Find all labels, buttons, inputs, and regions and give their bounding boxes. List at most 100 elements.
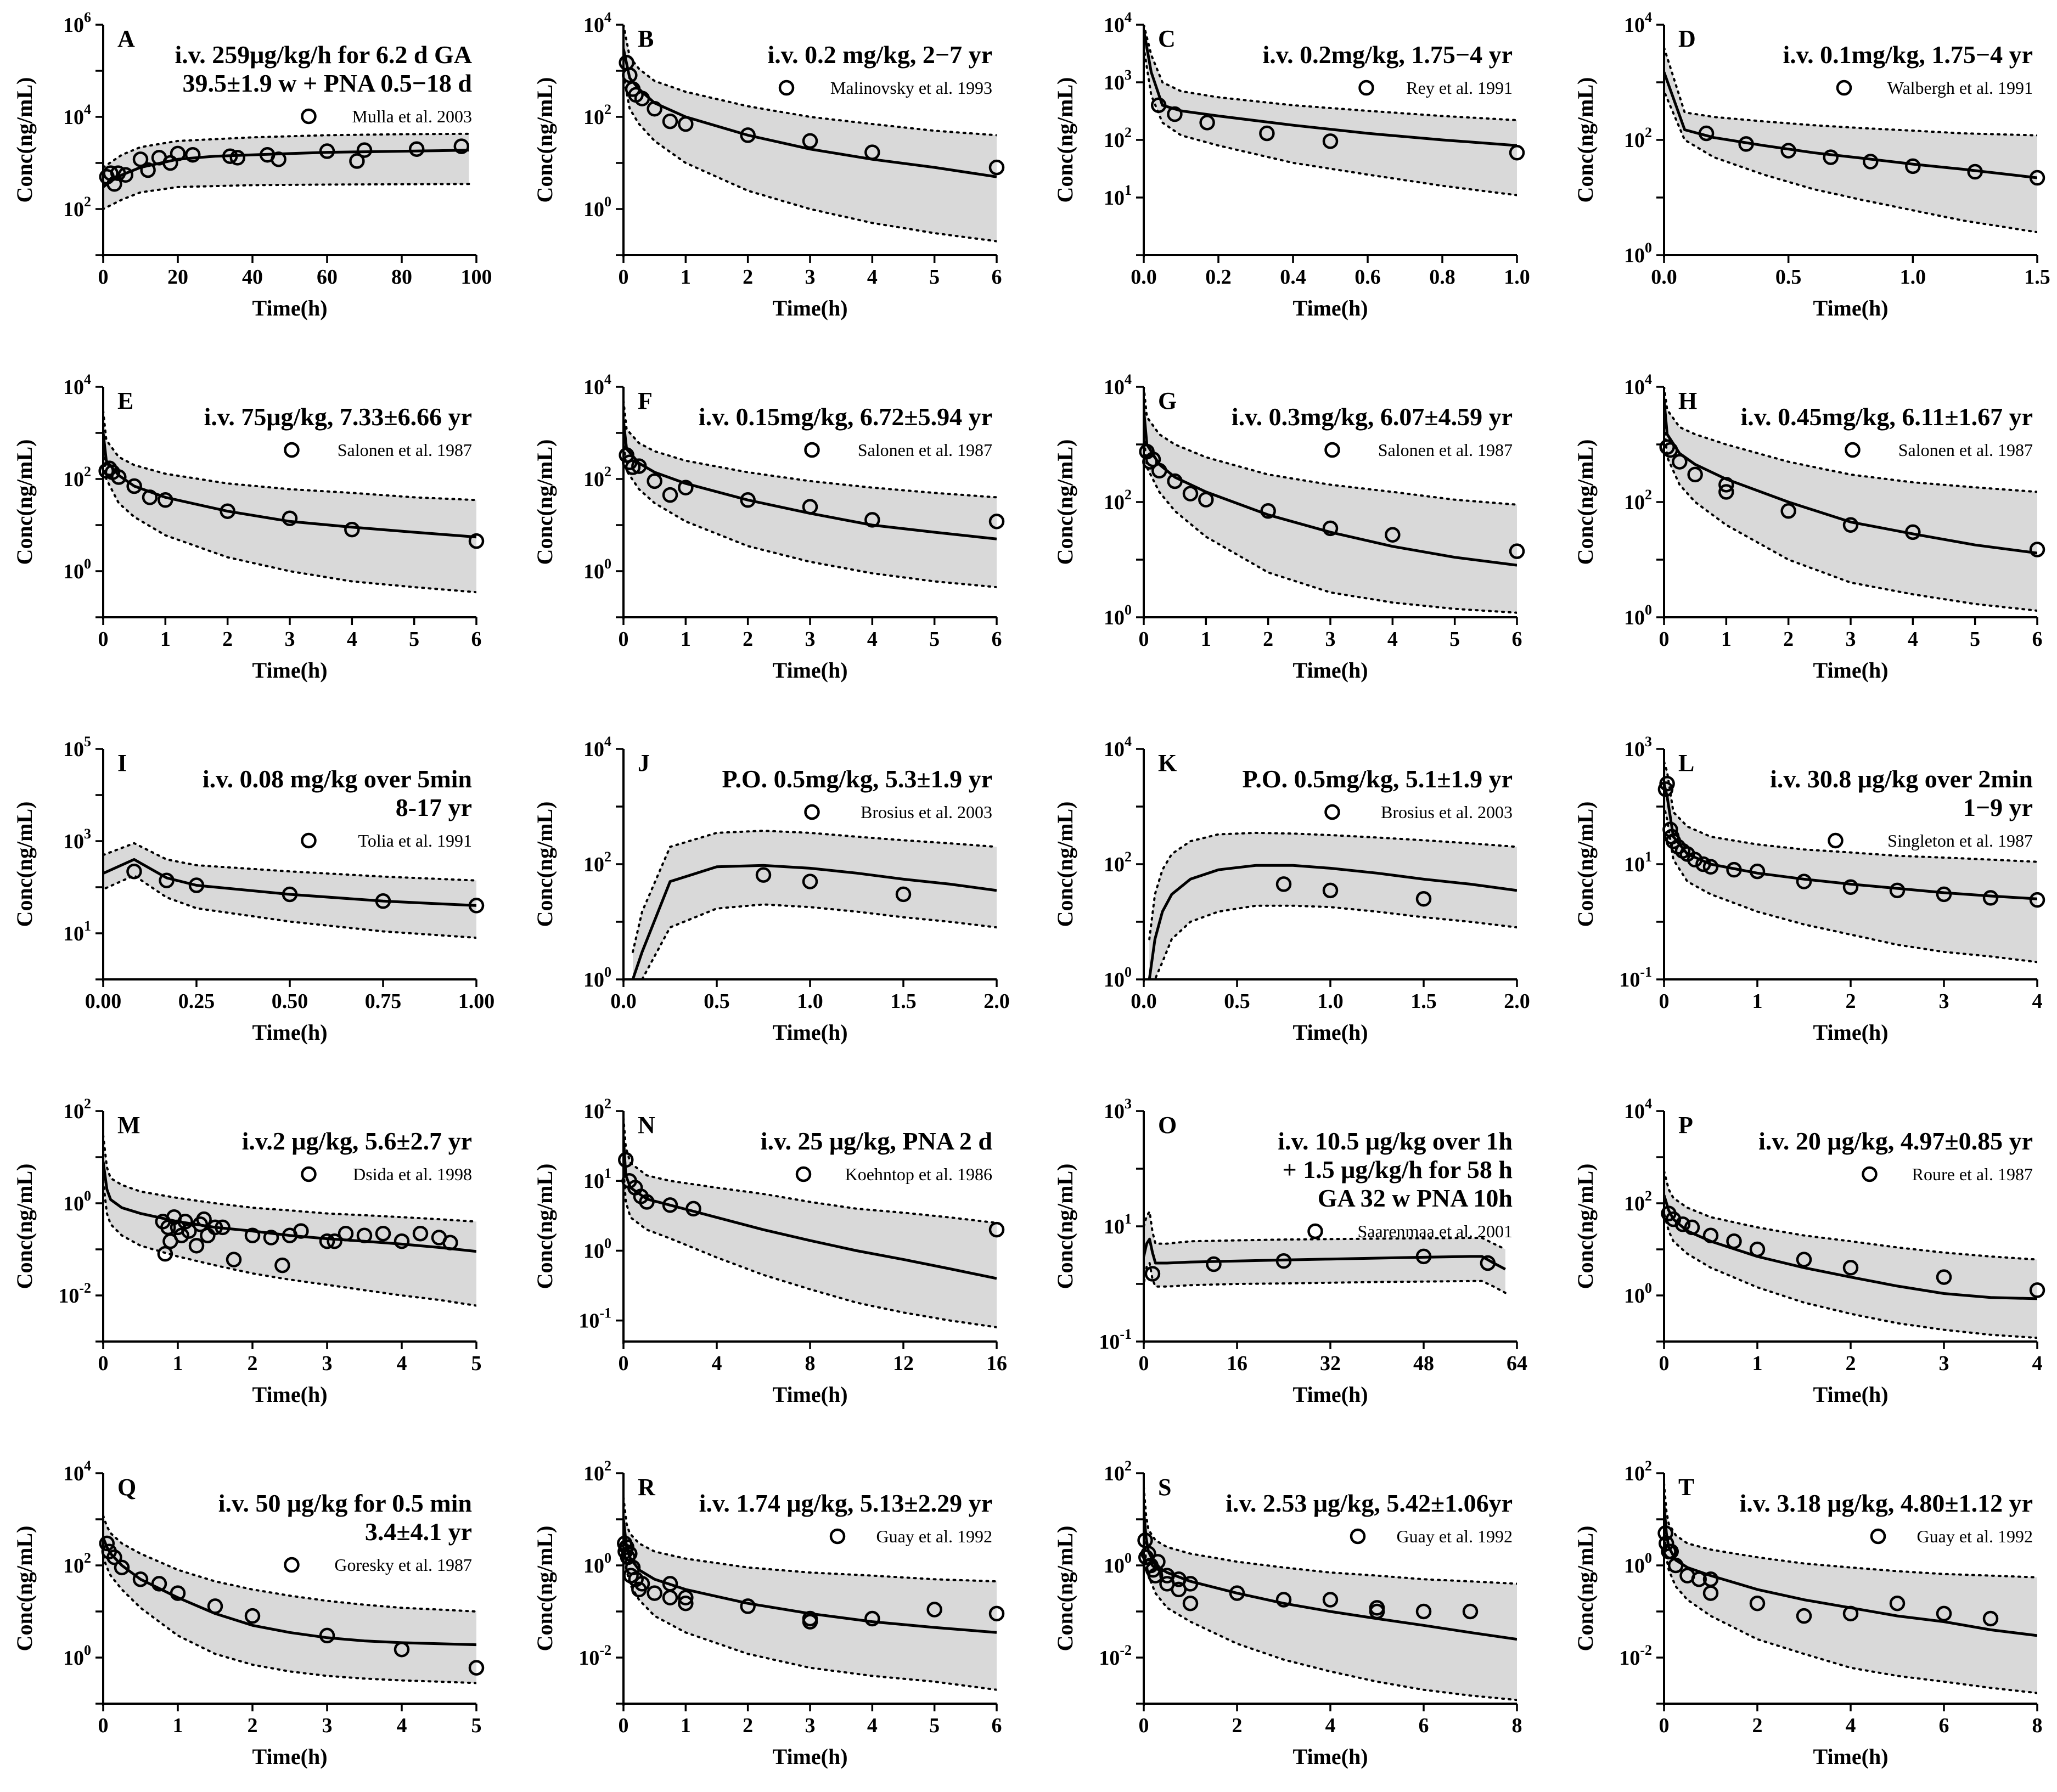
panel-subtitle: i.v. 0.45mg/kg, 6.11±1.67 yr	[1740, 403, 2033, 431]
y-tick-label: 101	[1104, 1211, 1132, 1238]
legend-marker	[804, 442, 820, 458]
observed-point	[802, 133, 818, 149]
y-tick-label: 101	[1104, 182, 1132, 210]
x-tick-label: 0	[1139, 628, 1149, 651]
prediction-band	[633, 831, 997, 979]
prediction-band	[1149, 832, 1517, 979]
observed-point	[1842, 1605, 1859, 1622]
observed-point	[1749, 863, 1766, 880]
prediction-band	[1144, 1211, 1505, 1293]
x-tick-label: 2.0	[1504, 990, 1530, 1013]
lower-percentile-line	[1664, 90, 2037, 234]
panel-subtitle: i.v. 25 μg/kg, PNA 2 d	[761, 1127, 993, 1155]
observed-point	[442, 1235, 458, 1250]
y-tick-exponent: 1	[1125, 182, 1132, 198]
x-tick-label: 3	[322, 1714, 333, 1737]
y-axis-title: Conc(ng/mL)	[1053, 802, 1077, 927]
y-tick-label: 100	[63, 1188, 91, 1215]
y-tick-exponent: -2	[1120, 1642, 1132, 1658]
y-tick-label: 104	[63, 1458, 91, 1485]
median-prediction-line	[1664, 71, 2037, 179]
observed-point	[639, 1194, 655, 1210]
panel-subtitle: GA 32 w PNA 10h	[1318, 1184, 1513, 1212]
legend-marker	[301, 108, 317, 125]
y-tick-label: 102	[63, 464, 91, 491]
panel-subtitle: 8-17 yr	[396, 793, 472, 821]
y-tick-exponent: 0	[604, 1235, 611, 1251]
x-tick-label: 5	[929, 266, 940, 289]
panel-letter: L	[1678, 750, 1694, 776]
observed-point	[1726, 1233, 1742, 1249]
y-axis-title: Conc(ng/mL)	[12, 1164, 37, 1289]
observed-point	[220, 503, 235, 519]
y-tick-label: 10-2	[1099, 1642, 1132, 1670]
observed-point	[170, 145, 186, 162]
x-tick-label: 5	[929, 1714, 940, 1737]
legend-label: Rey et al. 1991	[1406, 78, 1513, 98]
upper-percentile-line	[1664, 1170, 2037, 1261]
observed-point	[647, 100, 662, 117]
observed-point	[1659, 1535, 1674, 1552]
observed-point	[1150, 97, 1167, 114]
observed-point	[1150, 1554, 1166, 1570]
x-tick-label: 0	[619, 266, 629, 289]
legend-marker	[301, 1166, 317, 1182]
legend-label: Guay et al. 1992	[1397, 1526, 1513, 1546]
x-tick-label: 3	[1939, 1352, 1949, 1375]
observed-point	[619, 447, 634, 463]
x-tick-label: 0	[619, 628, 629, 651]
observed-point	[1322, 1592, 1339, 1608]
x-tick-label: 16	[1227, 1352, 1247, 1375]
observed-point	[662, 487, 678, 503]
y-tick-exponent: 2	[604, 849, 611, 865]
legend-marker	[1862, 1166, 1878, 1182]
lower-percentile-line	[103, 1180, 476, 1307]
x-axis-title: Time(h)	[252, 658, 327, 683]
x-tick-label: 5	[471, 1352, 482, 1375]
y-tick-label: 104	[583, 9, 611, 37]
y-axis-title: Conc(ng/mL)	[1053, 77, 1077, 203]
x-tick-label: 8	[805, 1352, 816, 1375]
x-tick-label: 2.0	[983, 990, 1010, 1013]
panel-subtitle: i.v. 75μg/kg, 7.33±6.66 yr	[204, 403, 472, 431]
y-tick-exponent: 6	[84, 9, 91, 25]
observed-point	[184, 146, 201, 163]
panel-letter: I	[117, 750, 127, 776]
observed-point	[319, 1627, 335, 1644]
lower-percentile-line	[623, 74, 997, 243]
observed-point	[647, 1585, 662, 1601]
panel-subtitle: i.v. 20 μg/kg, 4.97±0.85 yr	[1758, 1127, 2033, 1155]
observed-point	[158, 492, 173, 508]
x-tick-label: 4	[2032, 990, 2043, 1013]
observed-point	[1509, 145, 1525, 161]
legend-label: Salonen et al. 1987	[1898, 440, 2033, 460]
x-tick-label: 0	[619, 1714, 629, 1737]
observed-point	[1698, 125, 1715, 142]
y-tick-exponent: 2	[84, 1550, 91, 1566]
observed-point	[1275, 1592, 1292, 1608]
observed-point	[864, 144, 880, 160]
y-tick-label: 100	[583, 1550, 611, 1577]
y-tick-exponent: 0	[1125, 964, 1132, 980]
observed-point	[274, 1257, 290, 1273]
lower-percentile-line	[1664, 805, 2037, 963]
x-tick-label: 5	[929, 628, 940, 651]
x-tick-label: 2	[743, 1714, 753, 1737]
x-axis-title: Time(h)	[772, 658, 847, 683]
observed-point	[2029, 170, 2045, 186]
prediction-band	[1664, 47, 2037, 233]
legend-marker	[1324, 442, 1340, 458]
observed-point	[634, 1576, 650, 1592]
observed-point	[282, 886, 298, 903]
observed-point	[1684, 1219, 1700, 1236]
observed-point	[740, 1598, 756, 1614]
x-tick-label: 2	[222, 628, 233, 651]
y-tick-label: 100	[1624, 1280, 1652, 1308]
observed-point	[1889, 882, 1906, 899]
y-tick-label: 104	[1624, 1096, 1652, 1123]
y-axis-title: Conc(ng/mL)	[1573, 439, 1598, 565]
x-tick-label: 1.0	[1317, 990, 1344, 1013]
y-axis-title: Conc(ng/mL)	[532, 1526, 557, 1652]
y-tick-label: 104	[1624, 371, 1652, 399]
legend-label: Salonen et al. 1987	[338, 440, 472, 460]
